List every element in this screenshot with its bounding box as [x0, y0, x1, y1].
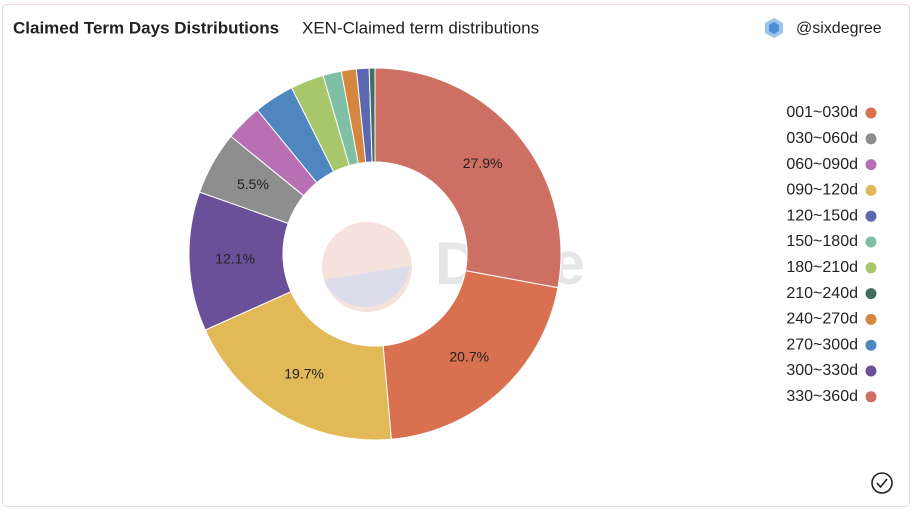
- dune-logo: [322, 222, 412, 312]
- legend-swatch: [865, 365, 877, 377]
- legend-label: 150~180d: [786, 233, 858, 250]
- legend-swatch: [865, 339, 877, 351]
- author-icon: [765, 18, 783, 38]
- data-label: 27.9%: [463, 155, 503, 171]
- legend-label: 030~060d: [786, 130, 858, 147]
- legend-label: 210~240d: [786, 285, 858, 302]
- legend-label: 300~330d: [786, 362, 858, 379]
- legend-swatch: [865, 159, 877, 171]
- legend-swatch: [865, 391, 877, 403]
- legend-label: 180~210d: [786, 259, 858, 276]
- data-label: 12.1%: [215, 250, 255, 266]
- legend-swatch: [865, 184, 877, 196]
- legend-label: 330~360d: [786, 388, 858, 405]
- data-label: 19.7%: [284, 365, 324, 381]
- legend-label: 090~120d: [786, 182, 858, 199]
- legend-swatch: [865, 236, 877, 248]
- legend-label: 240~270d: [786, 311, 858, 328]
- author[interactable]: @sixdegree: [796, 20, 882, 37]
- chart-subtitle: XEN-Claimed term distributions: [302, 18, 539, 37]
- legend-swatch: [865, 313, 877, 325]
- data-label: 5.5%: [237, 176, 269, 192]
- chart-title: Claimed Term Days Distributions: [13, 18, 279, 37]
- panel-border: [2, 4, 910, 507]
- legend-swatch: [865, 288, 877, 300]
- donut-hole-edge: [282, 161, 468, 347]
- legend-swatch: [865, 210, 877, 222]
- legend-label: 060~090d: [786, 156, 858, 173]
- legend-label: 120~150d: [786, 207, 858, 224]
- legend-swatch: [865, 133, 877, 145]
- check-icon[interactable]: [871, 472, 893, 494]
- legend-label: 270~300d: [786, 336, 858, 353]
- legend-swatch: [865, 107, 877, 119]
- data-label: 20.7%: [449, 348, 489, 364]
- legend-swatch: [865, 262, 877, 274]
- legend-label: 001~030d: [786, 104, 858, 121]
